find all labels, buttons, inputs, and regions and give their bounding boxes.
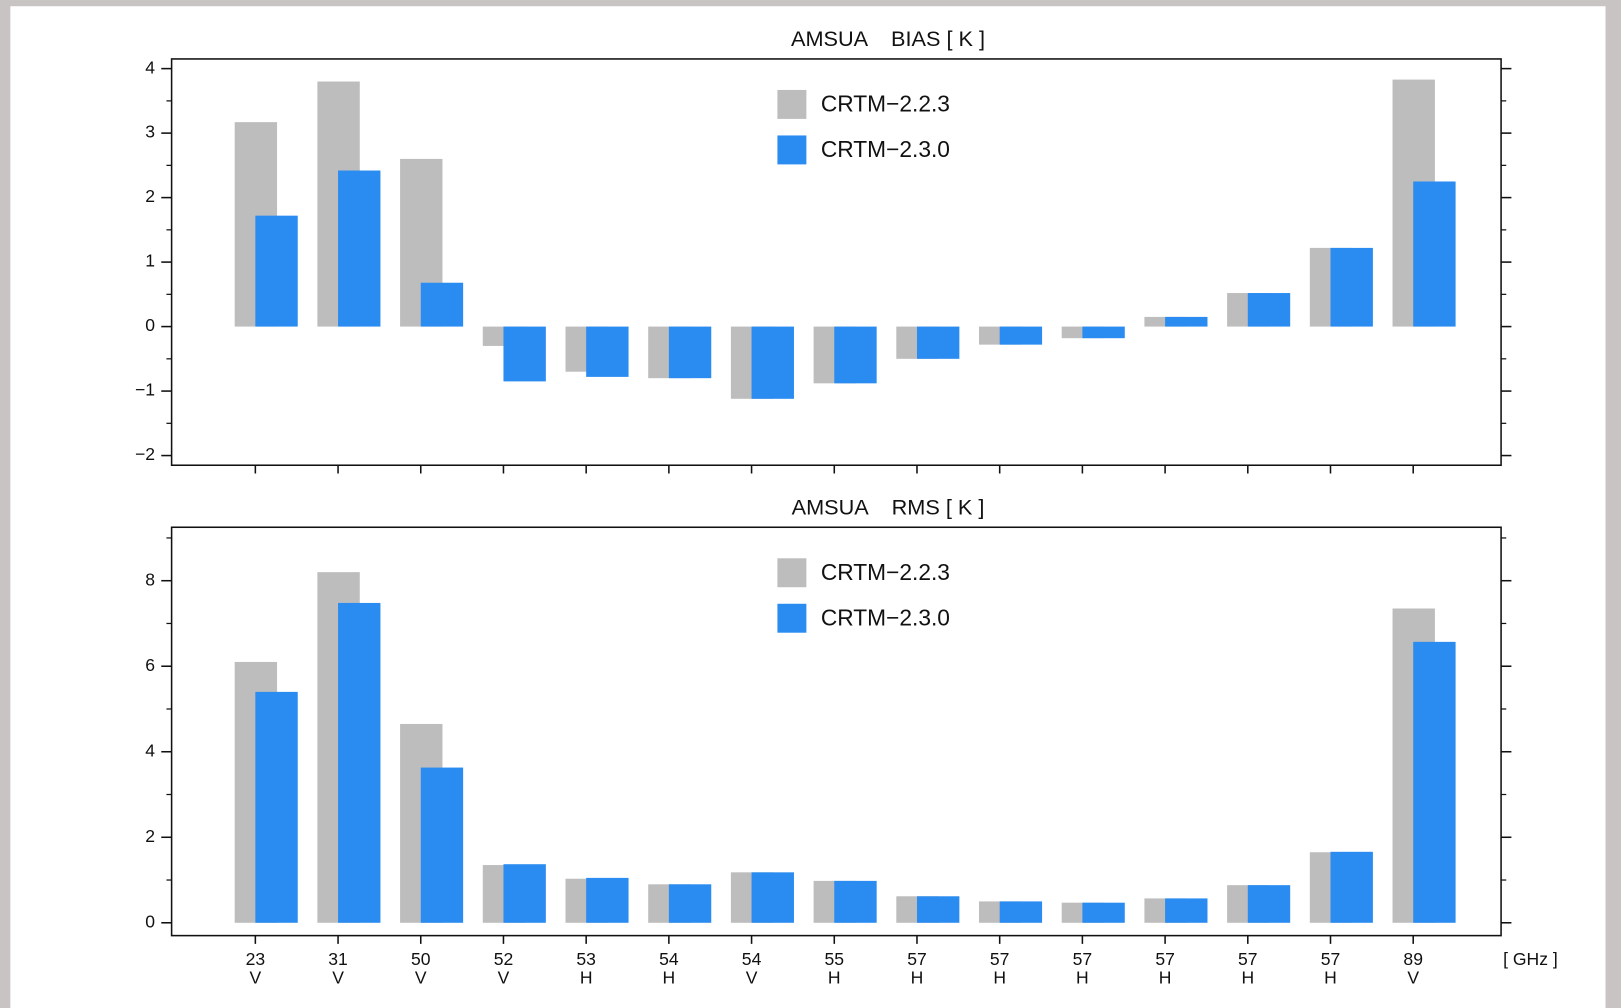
x-tick-sublabel: V [1407,968,1419,988]
bar [338,170,381,327]
bar [1330,851,1373,923]
y-tick-label: 0 [145,911,155,931]
legend-label: CRTM−2.2.3 [821,90,950,116]
y-tick-label: 4 [145,57,155,77]
bar [1247,885,1291,923]
legend-swatch [777,89,807,119]
bar [1165,316,1208,327]
y-tick-label: 4 [145,740,155,760]
x-tick-label: 89 [1403,949,1423,969]
bar [834,880,877,923]
y-tick-label: 6 [145,655,155,675]
plot-frame [170,58,1502,467]
bar [1165,898,1208,923]
x-tick-sublabel: V [415,968,427,988]
x-tick-label: 57 [990,949,1010,969]
bar [1082,902,1125,923]
bar [1413,641,1456,923]
legend-swatch [777,558,807,588]
bar [586,326,629,377]
y-tick-label: 2 [145,186,155,206]
bar [916,896,960,923]
x-tick-sublabel: V [746,968,758,988]
x-tick-sublabel: H [1324,968,1337,988]
bar [1247,293,1291,327]
legend-swatch [777,603,807,633]
bar [1330,247,1373,327]
x-tick-sublabel: V [498,968,510,988]
x-tick-sublabel: H [1159,968,1172,988]
x-tick-label: 57 [1155,949,1175,969]
y-tick-label: 8 [145,569,155,589]
x-tick-label: 55 [825,949,845,969]
x-tick-sublabel: H [911,968,924,988]
x-tick-label: 53 [576,949,596,969]
x-tick-label: 57 [1238,949,1258,969]
x-axis-label: [ GHz ] [1503,949,1558,969]
bar [668,884,712,923]
x-tick-sublabel: H [1241,968,1254,988]
y-tick-label: −2 [135,444,155,464]
x-tick-label: 57 [907,949,927,969]
x-tick-label: 50 [411,949,431,969]
bar [503,326,546,382]
x-tick-sublabel: H [828,968,841,988]
x-tick-sublabel: V [332,968,344,988]
bar [999,901,1043,923]
x-tick-sublabel: H [663,968,676,988]
legend-label: CRTM−2.3.0 [821,136,950,162]
legend-swatch [777,135,807,165]
y-tick-label: −1 [135,380,155,400]
bar [420,767,464,923]
bar [668,326,712,379]
bar [916,326,960,359]
bar [751,326,794,399]
bar [255,691,298,923]
bar [1413,181,1456,327]
bar [1082,326,1125,339]
y-tick-label: 2 [145,826,155,846]
x-tick-label: 23 [246,949,266,969]
x-tick-label: 54 [742,949,762,969]
bar [999,326,1043,345]
x-tick-sublabel: V [249,968,261,988]
x-tick-label: 31 [328,949,348,969]
legend-label: CRTM−2.2.3 [821,559,950,585]
chart-title: AMSUA RMS [ K ] [792,494,985,519]
bar [503,864,546,923]
y-tick-label: 0 [145,315,155,335]
x-tick-sublabel: H [580,968,593,988]
bar [751,872,794,923]
bar [834,326,877,384]
x-tick-sublabel: H [993,968,1006,988]
legend-label: CRTM−2.3.0 [821,604,950,630]
x-tick-label: 57 [1321,949,1341,969]
x-tick-sublabel: H [1076,968,1089,988]
bar [586,877,629,923]
chart-title: AMSUA BIAS [ K ] [791,26,985,51]
plot-frame [170,526,1502,937]
x-tick-label: 52 [494,949,514,969]
x-tick-label: 57 [1073,949,1093,969]
bar [255,215,298,327]
y-tick-label: 1 [145,251,155,271]
x-tick-label: 54 [659,949,679,969]
bar [338,602,381,923]
bar [420,282,464,327]
y-tick-label: 3 [145,122,155,142]
